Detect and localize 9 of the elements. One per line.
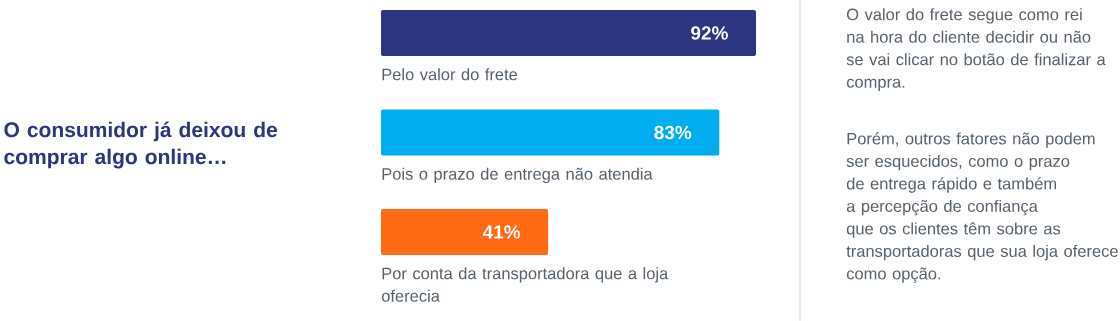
y-tick-label: Pois o prazo de entrega não atendia bbox=[382, 167, 653, 184]
text: O valor do frete segue como rei na hora do cliente decidir ou não se vai clicar no botão de finalizar a compra. bbox=[846, 8, 1106, 92]
text: O consumidor já deixou de comprar algo online… bbox=[4, 121, 278, 169]
data-label: 41% bbox=[482, 225, 521, 239]
text: Porém, outros fatores não podem ser esquecidos, como o prazo de entrega rápido e também a percepção de confiança que os clientes têm sobre as transportadoras que sua loja oferece como opção. bbox=[846, 132, 1118, 283]
data-label: 83% bbox=[654, 125, 692, 140]
y-tick-label: Por conta da transportadora que a loja oferecia bbox=[381, 267, 669, 302]
y-tick-label: Pelo valor do frete bbox=[382, 68, 518, 81]
data-label: 92% bbox=[691, 26, 728, 40]
